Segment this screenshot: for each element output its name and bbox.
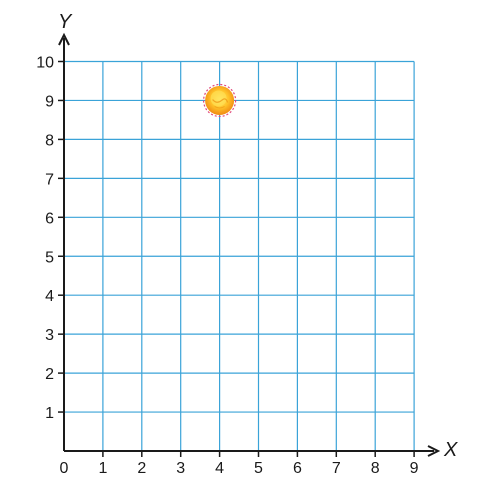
y-axis-arrow: [58, 32, 70, 46]
grid-lines: [64, 60, 415, 451]
x-tick-label: 1: [98, 460, 107, 477]
y-tick-label: 1: [45, 405, 54, 422]
y-tick-label: 6: [45, 210, 54, 227]
y-tick-label: 3: [45, 327, 54, 344]
x-tick-label: 7: [332, 460, 341, 477]
x-tick-label: 2: [137, 460, 146, 477]
tick-labels: 0 1 2 3 4 5 6 7 8 9 1 2 3 4 5 6 7 8 9 10: [36, 55, 418, 478]
y-tick-label: 10: [36, 55, 54, 72]
y-tick-label: 2: [45, 366, 54, 383]
y-tick-label: 5: [45, 249, 54, 266]
x-axis-label: X: [443, 439, 458, 461]
sun-icon: [203, 83, 237, 118]
axes: [58, 32, 441, 457]
y-tick-label: 7: [45, 171, 54, 188]
x-tick-label: 3: [176, 460, 185, 477]
y-tick-label: 4: [45, 288, 54, 305]
x-tick-label: 9: [410, 460, 419, 477]
y-axis-label: Y: [58, 11, 73, 33]
data-points: [203, 83, 237, 118]
sun-texture: [214, 106, 225, 109]
sun-texture: [212, 98, 229, 103]
x-tick-label: 6: [293, 460, 302, 477]
y-tick-label: 8: [45, 132, 54, 149]
x-tick-label: 5: [254, 460, 263, 477]
y-tick-label: 9: [45, 93, 54, 110]
x-axis-arrow: [427, 445, 441, 457]
sun-halo: [203, 83, 237, 118]
x-tick-label: 4: [215, 460, 224, 477]
tick-marks: [58, 60, 415, 457]
x-tick-label: 8: [371, 460, 380, 477]
x-tick-label: 0: [60, 460, 69, 477]
sun-highlight: [210, 90, 227, 107]
